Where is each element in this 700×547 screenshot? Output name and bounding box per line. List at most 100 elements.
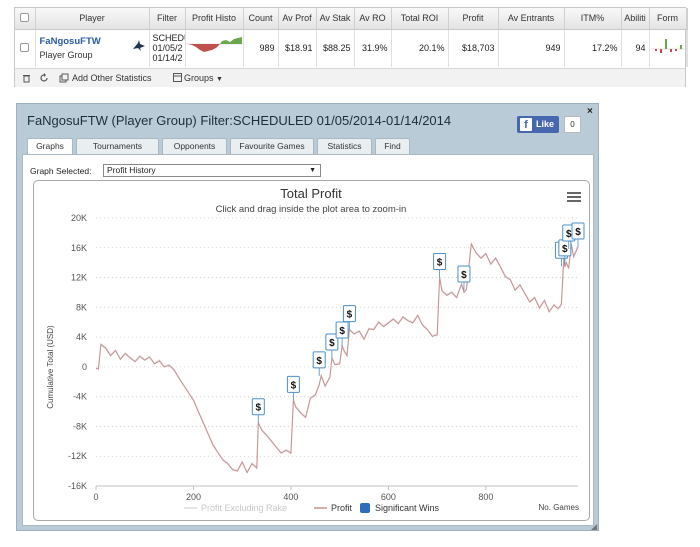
significant-win-flag[interactable]: $ [335,321,349,347]
y-tick-label: -8K [73,421,87,431]
significant-win-flag[interactable]: $ [312,351,326,376]
flag-box [312,351,326,369]
col-av-stake[interactable]: Av Stak [316,8,355,30]
y-tick-label: -16K [68,481,87,491]
dollar-sign-icon: $ [566,229,572,240]
y-tick-label: 8K [76,302,87,312]
total-roi-value: 20.1% [391,29,449,67]
dialog-title: FaNgosuFTW (Player Group) Filter:SCHEDUL… [27,113,452,128]
flag-box [251,398,265,416]
select-all-checkbox[interactable] [20,12,30,22]
itm-value: 17.2% [564,29,622,67]
col-filter[interactable]: Filter [149,8,186,30]
av-roi-value: 31.9% [354,29,392,67]
tab-favourite-games[interactable]: Favourite Games [230,138,314,154]
remove-row-link[interactable]: x [686,29,688,67]
col-av-profit[interactable]: Av Prof [278,8,317,30]
dollar-sign-icon: $ [575,227,581,238]
significant-win-flag[interactable]: $ [342,305,356,330]
tab-find[interactable]: Find [375,138,410,154]
col-profit[interactable]: Profit [448,8,499,30]
facebook-icon: f [520,118,532,131]
dollar-sign-icon: $ [347,310,353,321]
chart-legend: Profit Excluding Rake Profit Significant… [184,503,440,513]
flag-box [335,321,349,339]
significant-win-flag[interactable]: $ [571,222,585,248]
dollar-sign-icon: $ [256,403,262,414]
dollar-sign-icon: $ [437,258,443,269]
graph-select-value: Profit History [107,165,156,175]
dollar-sign-icon: $ [339,326,345,337]
close-icon[interactable]: × [587,106,593,117]
flag-box [433,253,447,271]
select-all-header[interactable] [15,8,36,30]
ability-value: 94 [621,29,650,67]
col-av-roi[interactable]: Av RO [354,8,392,30]
significant-win-flag[interactable]: $ [433,253,447,278]
stats-toolbar: Add Other Statistics Groups ▼ [15,68,685,87]
y-tick-label: 4K [76,332,87,342]
profit-chart-container: -16K -12K -8K -4K 0 4K 8K 12K 16K 20K 0 200 400 600 80… [33,180,590,521]
caret-down-icon: ▼ [309,167,316,174]
dollar-sign-icon: $ [461,270,467,281]
x-tick-label: 200 [186,492,201,502]
resize-grip-icon[interactable]: ◢ [591,522,598,531]
y-axis-label: Cumulative Total (USD) [46,325,55,409]
legend-item-profit[interactable]: Profit [331,503,353,513]
tab-statistics[interactable]: Statistics [317,138,372,154]
player-name-link[interactable]: FaNgosuFTW [39,36,101,48]
col-ability[interactable]: Abiliti [621,8,650,30]
row-checkbox[interactable] [20,42,30,52]
filter-line: 01/14/2 [152,53,183,64]
like-label: Like [536,119,555,129]
add-statistics-icon[interactable] [59,73,69,85]
dollar-sign-icon: $ [329,338,335,349]
form-mini-chart [649,29,687,67]
shark-icon [132,39,145,51]
flag-box [286,375,300,393]
tab-opponents[interactable]: Opponents [162,138,227,154]
significant-win-flag[interactable]: $ [286,375,300,401]
av-entrants-value: 949 [498,29,565,67]
x-axis-label: No. Games [539,503,579,512]
chart-subtitle: Click and drag inside the plot area to z… [216,204,407,215]
col-av-entrants[interactable]: Av Entrants [498,8,565,30]
col-form[interactable]: Form [649,8,687,30]
facebook-like-button[interactable]: f Like [517,116,559,133]
x-tick-label: 600 [381,492,396,502]
add-other-statistics-button[interactable]: Add Other Statistics [72,73,152,83]
col-count[interactable]: Count [243,8,279,30]
av-profit-value: $18.91 [278,29,317,67]
dollar-sign-icon: $ [291,380,297,391]
graphs-panel: Graph Selected: Profit History ▼ -16K -12… [22,154,594,526]
player-group-dialog: FaNgosuFTW (Player Group) Filter:SCHEDUL… [16,103,599,531]
significant-win-flag[interactable]: $ [457,265,471,291]
trash-icon[interactable] [22,73,31,85]
grid-lines [96,217,578,487]
legend-item-significant-wins[interactable]: Significant Wins [375,503,440,513]
stats-table: Player Filter Profit Histo Count Av Prof… [15,8,688,67]
y-tick-label: -12K [68,451,87,461]
series-profit [95,242,579,474]
av-stake-value: $88.25 [316,29,355,67]
chart-menu-icon[interactable] [567,192,581,202]
col-player[interactable]: Player [35,8,150,30]
significant-win-flag[interactable]: $ [325,333,339,358]
x-tick-label: 0 [93,492,98,502]
graph-select[interactable]: Profit History ▼ [103,164,321,177]
col-itm[interactable]: ITM% [564,8,622,30]
refresh-icon[interactable] [39,73,49,85]
groups-icon[interactable] [173,73,182,84]
col-total-roi[interactable]: Total ROI [391,8,449,30]
tab-tournaments[interactable]: Tournaments [76,138,159,154]
x-tick-label: 400 [283,492,298,502]
significant-win-flag[interactable]: $ [251,398,265,423]
legend-item-profit-excluding-rake[interactable]: Profit Excluding Rake [201,503,287,513]
profit-chart[interactable]: -16K -12K -8K -4K 0 4K 8K 12K 16K 20K 0 200 400 600 80… [34,181,589,520]
groups-dropdown[interactable]: Groups ▼ [184,73,223,83]
caret-down-icon: ▼ [216,76,223,83]
tab-graphs[interactable]: Graphs [27,138,73,155]
col-profit-history[interactable]: Profit Histo [185,8,244,30]
profit-value: $18,703 [448,29,499,67]
table-row[interactable]: FaNgosuFTW Player Group SCHEDU 01/05/2 0… [15,29,688,67]
